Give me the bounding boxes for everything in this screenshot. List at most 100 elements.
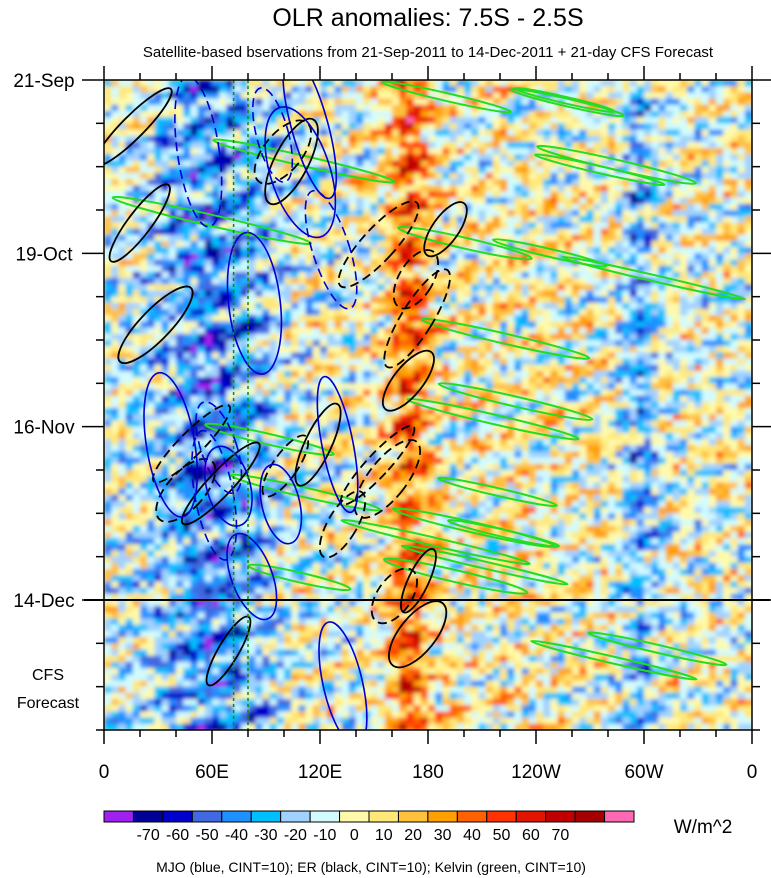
field-cell [248,265,256,273]
field-cell [730,234,739,242]
field-cell [132,197,141,205]
field-cell [140,191,148,199]
field-cell [204,389,213,397]
field-cell [456,179,465,187]
field-cell [572,364,580,372]
field-cell [168,234,177,242]
field-cell [478,278,487,286]
field-cell [456,302,465,310]
field-cell [557,389,566,397]
field-cell [305,86,314,94]
field-cell [744,408,752,416]
field-cell [276,352,285,360]
field-cell [485,408,494,416]
field-cell [629,309,638,317]
field-cell [363,414,372,422]
field-cell [730,117,739,125]
field-cell [233,86,242,94]
field-cell [622,346,631,354]
field-cell [334,141,343,149]
field-cell [248,401,256,409]
field-cell [557,278,566,286]
field-cell [384,352,393,360]
field-cell [687,321,696,329]
field-cell [701,327,710,335]
field-cell [298,98,307,106]
field-cell [204,333,213,341]
field-cell [658,358,667,366]
field-cell [248,352,256,360]
field-cell [363,160,372,168]
field-cell [471,414,480,422]
field-cell [435,284,444,292]
field-cell [521,271,530,279]
field-cell [586,290,595,298]
field-cell [500,309,508,317]
field-cell [168,247,177,255]
field-cell [435,110,444,118]
field-cell [420,389,429,397]
field-cell [449,172,458,180]
field-cell [298,364,307,372]
field-cell [694,395,703,403]
field-cell [528,284,537,292]
field-cell [593,271,602,279]
field-cell [111,123,120,131]
field-cell [593,148,602,156]
field-cell [104,148,112,156]
field-cell [456,154,465,162]
field-cell [572,80,580,87]
field-cell [622,104,631,112]
field-cell [586,296,595,304]
field-cell [176,377,184,385]
field-cell [651,228,660,236]
field-cell [262,203,271,211]
field-cell [456,401,465,409]
field-cell [291,401,300,409]
field-cell [276,222,285,230]
field-cell [600,340,609,347]
field-cell [327,129,336,137]
field-cell [644,259,652,267]
field-cell [341,160,350,168]
field-cell [284,265,292,273]
field-cell [680,333,688,341]
field-cell [341,284,350,292]
field-cell [687,364,696,372]
field-cell [644,222,652,230]
field-cell [550,117,559,125]
field-cell [536,265,544,273]
field-cell [615,141,624,149]
field-cell [701,228,710,236]
field-cell [132,179,141,187]
field-cell [370,364,379,372]
field-cell [723,333,732,341]
field-cell [305,296,314,304]
field-cell [694,333,703,341]
chart-subtitle: Satellite-based bservations from 21-Sep-… [143,44,714,61]
field-cell [557,185,566,193]
field-cell [204,191,213,199]
field-cell [500,135,508,143]
field-cell [507,129,516,137]
field-cell [456,395,465,403]
field-cell [723,358,732,366]
field-cell [219,302,228,310]
field-cell [413,92,422,100]
field-cell [593,340,602,347]
field-cell [478,179,487,187]
field-cell [665,284,674,292]
field-cell [716,315,724,323]
field-cell [500,234,508,242]
field-cell [708,383,717,391]
field-cell [312,129,321,137]
field-cell [593,191,602,199]
field-cell [435,86,444,94]
field-cell [399,166,408,174]
field-cell [226,278,235,286]
field-cell [406,129,415,137]
field-cell [406,234,415,242]
field-cell [608,228,616,236]
field-cell [737,259,746,267]
field-cell [658,278,667,286]
